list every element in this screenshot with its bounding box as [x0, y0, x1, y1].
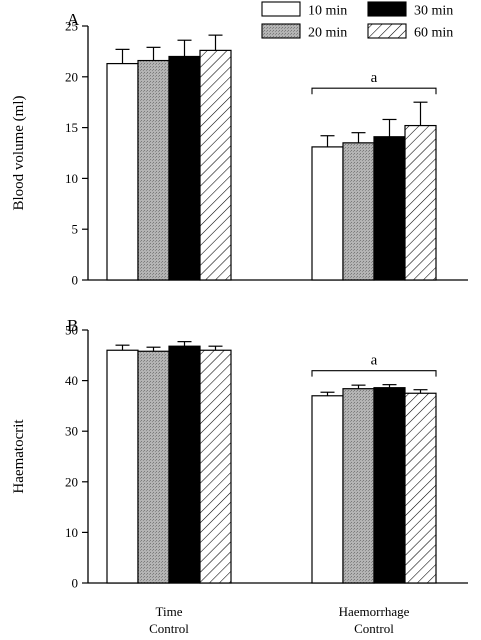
significance-label: a	[371, 70, 378, 86]
y-tick-label: 10	[65, 171, 78, 186]
legend-entry: 60 min	[414, 26, 453, 41]
significance-label: a	[371, 353, 378, 369]
y-tick-label: 0	[72, 576, 79, 591]
y-axis-label: Blood volume (ml)	[11, 96, 27, 211]
legend-entry: 30 min	[414, 4, 453, 19]
legend-swatch	[367, 1, 407, 17]
bar	[199, 49, 232, 281]
legend-entry: 10 min	[308, 4, 347, 19]
bar	[137, 59, 170, 281]
bar	[168, 345, 201, 584]
significance-bracket	[311, 370, 437, 377]
y-tick-label: 20	[65, 474, 78, 489]
significance-bracket	[311, 87, 437, 95]
y-tick-label: 30	[65, 424, 78, 439]
y-tick-label: 20	[65, 69, 78, 84]
bar	[373, 387, 406, 584]
y-tick-label: 50	[65, 323, 78, 338]
y-tick-label: 5	[72, 222, 79, 237]
x-category-label: Control	[149, 621, 189, 636]
y-tick-label: 40	[65, 373, 78, 388]
panel-a: A 0 5 10 15 20 25 Blood volume (ml) a	[11, 10, 468, 288]
bar	[106, 62, 139, 281]
y-tick-label: 15	[65, 120, 78, 135]
y-tick-label: 0	[72, 273, 79, 288]
bar	[342, 142, 375, 281]
panel-b: B 0 10 20 30 40 50 Haematocrit a	[11, 316, 468, 591]
bar	[404, 124, 437, 281]
x-category-label: Control	[354, 621, 394, 636]
x-category-labels: Time Control Haemorrhage Control	[149, 604, 409, 636]
bar	[311, 146, 344, 281]
y-tick-label: 10	[65, 525, 78, 540]
legend-entry: 20 min	[308, 26, 347, 41]
x-category-label: Haemorrhage	[339, 604, 410, 619]
x-category-label: Time	[156, 604, 183, 619]
panel-letter: A	[67, 10, 80, 29]
bar	[168, 55, 201, 281]
bar	[342, 388, 375, 584]
panel-letter: B	[67, 316, 78, 335]
legend: 10 min 30 min 20 min 60 min	[261, 1, 453, 41]
y-axis-label: Haematocrit	[11, 419, 27, 494]
bar	[199, 349, 232, 584]
bar	[311, 395, 344, 584]
legend-swatch	[261, 23, 301, 39]
y-tick-label: 25	[65, 19, 78, 34]
bar	[137, 350, 170, 584]
legend-swatch	[261, 1, 301, 17]
bar	[404, 392, 437, 584]
bar	[106, 349, 139, 584]
legend-swatch	[367, 23, 407, 39]
bar	[373, 136, 406, 281]
